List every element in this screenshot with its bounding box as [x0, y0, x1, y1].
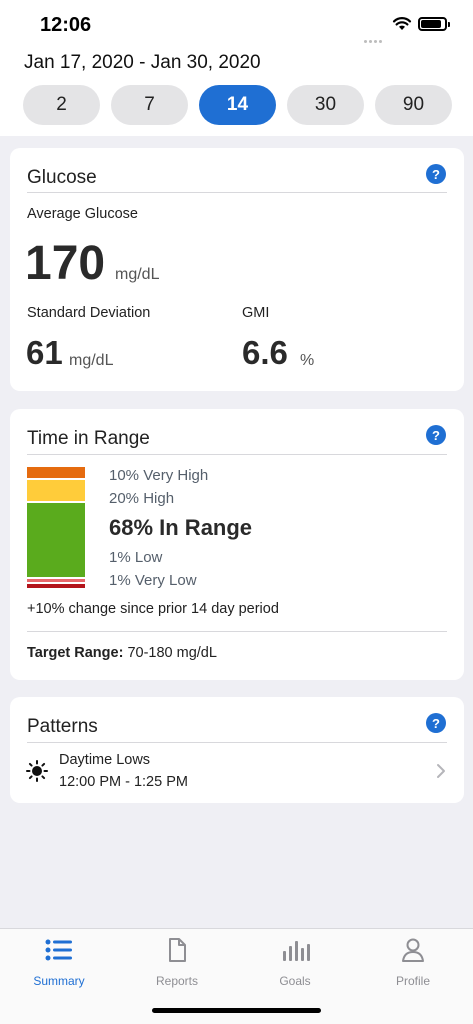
glucose-help-icon[interactable]: ?: [426, 164, 446, 184]
average-glucose-unit: mg/dL: [115, 266, 160, 283]
tab-goals[interactable]: Goals: [236, 937, 354, 988]
glucose-card: Glucose ? Average Glucose 170 mg/dL Stan…: [10, 148, 464, 391]
period-selector: 2 7 14 30 90: [23, 85, 452, 125]
tab-profile[interactable]: Profile: [354, 937, 472, 988]
divider: [27, 631, 447, 632]
period-pill-14[interactable]: 14: [199, 85, 276, 125]
patterns-help-icon[interactable]: ?: [426, 713, 446, 733]
target-range: Target Range: 70-180 mg/dL: [27, 645, 217, 661]
standard-deviation-label: Standard Deviation: [27, 305, 151, 321]
pattern-time: 12:00 PM - 1:25 PM: [59, 774, 188, 790]
patterns-title: Patterns: [27, 716, 98, 737]
sun-icon: [26, 760, 48, 782]
range-bar-low: [27, 578, 85, 583]
tab-reports[interactable]: Reports: [118, 937, 236, 988]
target-range-label: Target Range:: [27, 645, 124, 661]
battery-icon: [418, 17, 450, 31]
patterns-card: Patterns ? Daytime Lows 12:00 PM - 1:25 …: [10, 697, 464, 803]
standard-deviation-unit: mg/dL: [69, 352, 114, 369]
range-bar-very-high: [27, 467, 85, 478]
change-text: +10% change since prior 14 day period: [27, 601, 279, 617]
status-time: 12:06: [40, 14, 92, 36]
average-glucose-value: 170: [25, 237, 106, 290]
tab-profile-label: Profile: [395, 974, 430, 988]
range-bar-very-low: [27, 584, 85, 588]
high-label: 20% High: [109, 490, 175, 507]
period-pill-2[interactable]: 2: [23, 85, 100, 125]
list-icon: [45, 939, 72, 961]
time-in-range-help-icon[interactable]: ?: [426, 425, 446, 445]
range-bar-high: [27, 479, 85, 502]
gmi-unit: %: [300, 352, 315, 369]
document-icon: [169, 938, 186, 962]
tab-summary[interactable]: Summary: [0, 937, 118, 988]
divider: [27, 454, 447, 455]
pattern-title: Daytime Lows: [59, 752, 151, 768]
standard-deviation-value: 61: [26, 334, 63, 371]
person-icon: [402, 938, 424, 962]
period-pill-7[interactable]: 7: [111, 85, 188, 125]
signal-icon: [364, 30, 386, 43]
in-range-label: 68% In Range: [109, 515, 253, 540]
average-glucose-label: Average Glucose: [27, 206, 138, 222]
time-in-range-title: Time in Range: [27, 428, 150, 449]
chevron-right-icon: [437, 764, 445, 778]
divider: [27, 742, 447, 743]
very-high-label: 10% Very High: [109, 467, 209, 484]
target-range-value: 70-180 mg/dL: [127, 645, 217, 661]
pattern-row-daytime-lows[interactable]: Daytime Lows 12:00 PM - 1:25 PM: [10, 743, 464, 801]
home-indicator: [152, 1008, 321, 1013]
period-pill-90[interactable]: 90: [375, 85, 452, 125]
tab-goals-label: Goals: [279, 974, 311, 988]
range-bar-in-range: [27, 503, 85, 577]
time-in-range-card: Time in Range ? 10% Very High 20% High 6…: [10, 409, 464, 680]
tab-summary-label: Summary: [33, 974, 85, 988]
low-label: 1% Low: [109, 549, 163, 566]
date-range: Jan 17, 2020 - Jan 30, 2020: [24, 52, 261, 73]
divider: [27, 192, 447, 193]
glucose-title: Glucose: [27, 167, 97, 188]
very-low-label: 1% Very Low: [109, 572, 197, 589]
bar-chart-icon: [283, 941, 310, 961]
wifi-icon: [392, 17, 412, 30]
gmi-label: GMI: [242, 305, 270, 321]
gmi-value: 6.6: [242, 334, 288, 371]
tab-reports-label: Reports: [155, 974, 199, 988]
status-bar: 12:06: [0, 0, 473, 50]
header: 12:06 Jan 17, 2020 - Jan 30, 2020 2 7 14…: [0, 0, 473, 136]
period-pill-30[interactable]: 30: [287, 85, 364, 125]
